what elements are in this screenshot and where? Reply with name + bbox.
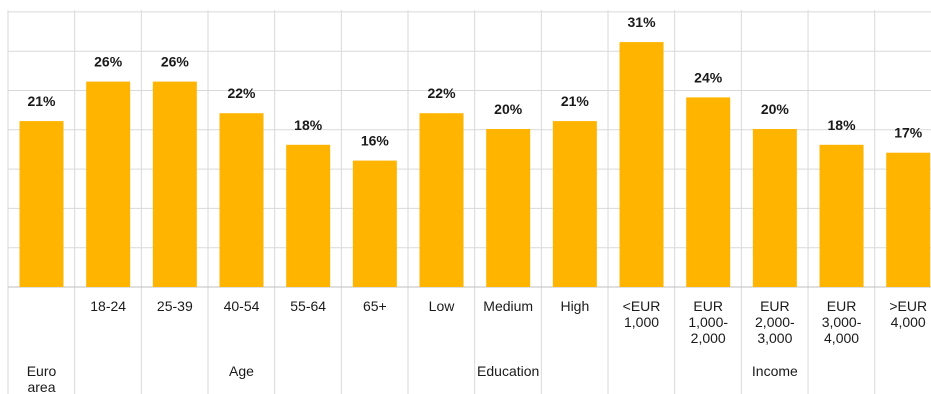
x-tick-label: Medium [483,298,533,314]
x-tick-label: 40-54 [224,298,260,314]
group-label: Euro [27,363,57,379]
x-tick-label: EUR [693,298,723,314]
x-tick-label: 4,000 [891,314,926,330]
data-label: 20% [761,101,790,117]
x-tick-label: High [560,298,589,314]
bar [886,153,930,287]
data-label: 26% [94,54,123,70]
data-label: 20% [494,101,523,117]
data-label: 31% [628,14,657,30]
bar [420,113,464,287]
data-label: 17% [894,125,923,141]
bar [20,121,64,287]
data-label: 16% [361,133,390,149]
data-label: 21% [27,93,56,109]
x-tick-label: EUR [760,298,790,314]
x-tick-label: 4,000 [824,330,859,346]
data-label: 22% [428,85,457,101]
x-tick-label: >EUR [889,298,927,314]
x-tick-label: 3,000- [822,314,862,330]
bar [353,161,397,287]
bar [286,145,330,287]
group-label: Income [752,363,798,379]
group-label: Age [229,363,254,379]
data-label: 21% [561,93,590,109]
data-label: 26% [161,54,190,70]
x-tick-label: 2,000 [691,330,726,346]
bar [820,145,864,287]
bar [153,82,197,287]
bar [620,42,664,287]
data-label: 22% [227,85,256,101]
x-tick-label: 65+ [363,298,387,314]
x-tick-label: 18-24 [90,298,126,314]
x-tick-label: 25-39 [157,298,193,314]
x-tick-label: 55-64 [290,298,326,314]
bar [553,121,597,287]
data-label: 18% [828,117,857,133]
data-label: 24% [694,69,723,85]
group-label: area [27,379,55,394]
bar [686,97,730,287]
x-tick-label: 1,000- [688,314,728,330]
bar [220,113,264,287]
group-label: Education [477,363,539,379]
x-tick-label: EUR [827,298,857,314]
x-tick-label: 1,000 [624,314,659,330]
x-tick-label: 2,000- [755,314,795,330]
x-tick-label: Low [429,298,456,314]
x-tick-label: 3,000 [757,330,792,346]
data-label: 18% [294,117,323,133]
bar [486,129,530,287]
x-tick-label: <EUR [623,298,661,314]
bar [753,129,797,287]
bar [86,82,130,287]
